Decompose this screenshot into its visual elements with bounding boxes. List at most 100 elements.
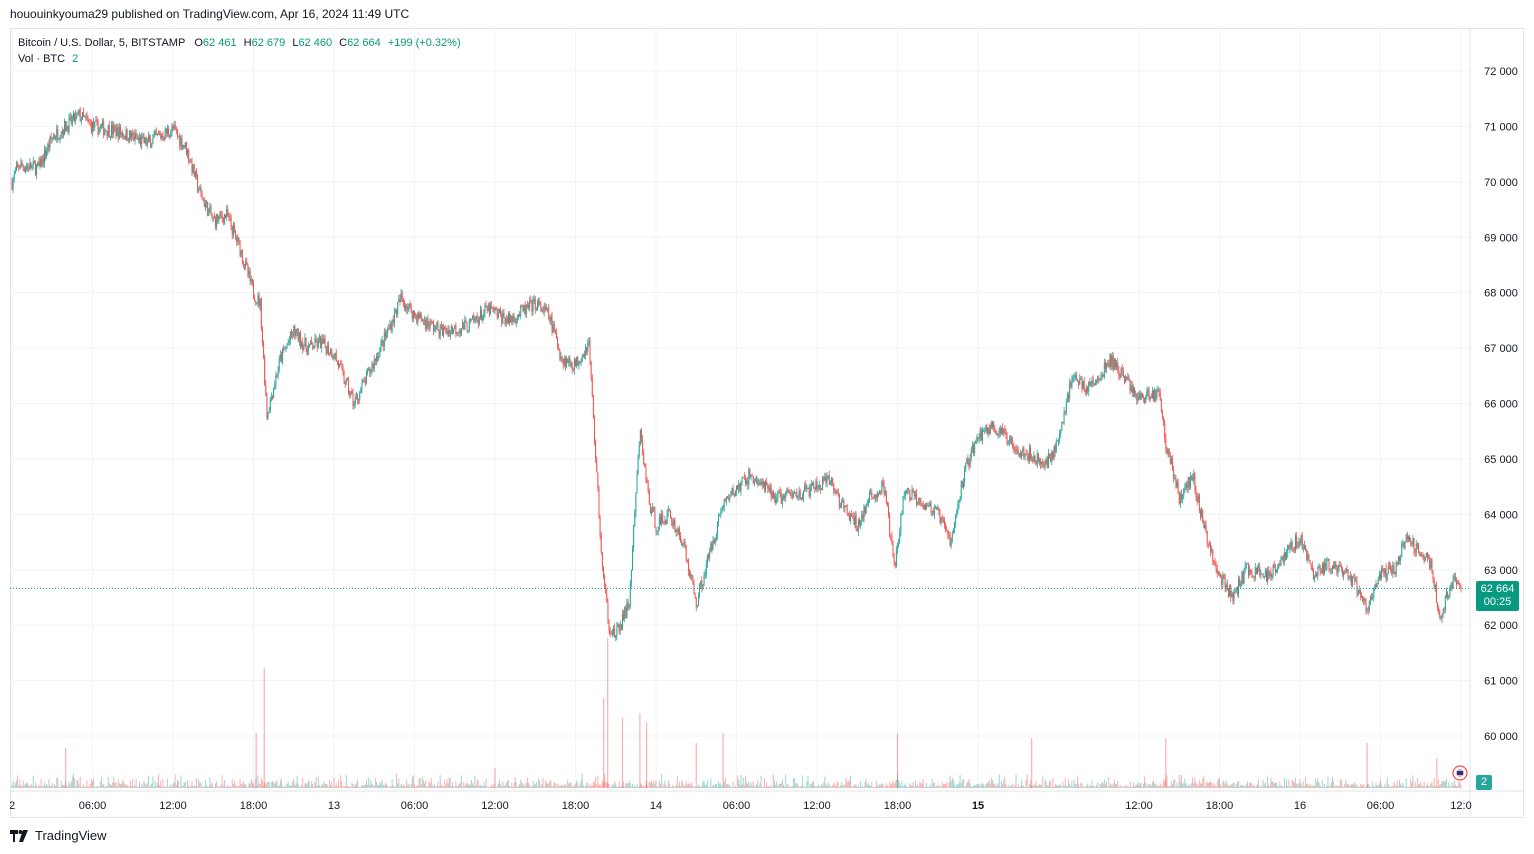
volume-bar	[1448, 782, 1450, 788]
candle-body	[1299, 541, 1301, 543]
volume-bar	[540, 785, 542, 788]
candle-body	[935, 507, 937, 509]
volume-bar	[1009, 785, 1011, 788]
volume-bar	[1434, 785, 1436, 788]
candle-body	[927, 505, 929, 507]
volume-bar	[1392, 785, 1394, 788]
volume-bar	[1169, 785, 1171, 788]
candle-body	[1424, 556, 1426, 562]
volume-bar	[534, 784, 536, 788]
volume-bar	[169, 786, 171, 788]
volume-bar	[437, 782, 439, 788]
candle-body	[1110, 354, 1112, 367]
candle-body	[242, 261, 244, 265]
volume-bar	[115, 781, 117, 788]
volume-bar	[1449, 785, 1451, 788]
candle-body	[658, 517, 660, 527]
volume-bar	[799, 786, 801, 788]
candle-body	[112, 125, 114, 135]
candle-body	[557, 338, 559, 347]
volume-bar	[1349, 785, 1351, 788]
candle-body	[1335, 562, 1337, 569]
volume-bar	[1264, 782, 1266, 788]
legend-symbol[interactable]: Bitcoin / U.S. Dollar, 5, BITSTAMP	[18, 37, 186, 49]
volume-bar	[985, 783, 987, 788]
candle-body	[1392, 564, 1394, 574]
volume-bar	[185, 786, 187, 788]
candle-body	[258, 295, 260, 307]
candle-body	[807, 488, 809, 489]
volume-bar	[628, 780, 630, 788]
volume-bar	[695, 743, 697, 788]
candle-body	[11, 181, 13, 190]
volume-bar	[182, 785, 184, 788]
candle-body	[912, 489, 914, 491]
candle-body	[1425, 552, 1427, 557]
candle-body	[207, 201, 209, 216]
volume-bar	[297, 783, 299, 788]
candle-body	[971, 445, 973, 449]
candle-body	[22, 165, 24, 168]
volume-bar	[871, 782, 873, 788]
candle-body	[1280, 559, 1282, 565]
volume-bar	[1369, 786, 1371, 788]
candle-body	[84, 116, 86, 118]
candle-body	[17, 164, 19, 166]
candle-body	[700, 580, 702, 586]
volume-bar	[320, 786, 322, 788]
candle-body	[194, 171, 196, 177]
candle-body	[946, 529, 948, 531]
volume-bar	[1360, 785, 1362, 788]
volume-bar	[1140, 783, 1142, 788]
volume-bar	[784, 786, 786, 788]
volume-bar	[1041, 784, 1043, 788]
candle-body	[134, 133, 136, 141]
legend-volume-label[interactable]: Vol · BTC	[18, 53, 66, 65]
candle-body	[1382, 568, 1384, 571]
candle-body	[288, 340, 290, 343]
candle-body	[317, 338, 319, 348]
volume-bar	[163, 786, 165, 788]
volume-bar	[828, 784, 830, 788]
volume-bar	[606, 782, 608, 788]
volume-bar	[758, 786, 760, 788]
volume-bar	[1410, 779, 1412, 788]
volume-bar	[450, 786, 452, 788]
volume-bar	[1316, 781, 1318, 788]
volume-bar	[533, 784, 535, 788]
candle-body	[476, 316, 478, 320]
volume-bar	[885, 783, 887, 788]
candle-body	[453, 329, 455, 334]
volume-bar	[1245, 783, 1247, 788]
candle-body	[804, 484, 806, 491]
time-axis[interactable]: 2 06:00 12:00 18:00 13 06:00 12:00 18:00 14 06:00…	[10, 790, 1524, 812]
candle-body	[221, 215, 223, 219]
candle-body	[571, 363, 573, 369]
volume-bar	[548, 782, 550, 788]
candle-body	[931, 511, 933, 512]
volume-bar	[1402, 783, 1404, 788]
volume-bar	[246, 786, 248, 788]
candle-body	[92, 122, 93, 132]
volume-bar	[1267, 776, 1269, 788]
volume-bar	[604, 773, 606, 788]
volume-bar	[806, 780, 808, 788]
candle-body	[105, 130, 107, 132]
footer-brand[interactable]: TradingView	[10, 828, 107, 843]
volume-bar	[588, 786, 590, 788]
volume-bar	[460, 775, 462, 788]
candle-body	[1276, 569, 1278, 572]
volume-bar	[762, 786, 764, 788]
candle-body	[59, 138, 61, 139]
volume-bar	[667, 780, 669, 788]
candle-body	[850, 514, 852, 521]
candle-body	[136, 138, 138, 139]
candle-body	[706, 555, 708, 564]
volume-bar	[780, 783, 782, 788]
candle-body	[1352, 577, 1354, 586]
volume-bar	[903, 784, 905, 788]
candle-body	[336, 360, 338, 362]
candle-body	[522, 306, 524, 311]
